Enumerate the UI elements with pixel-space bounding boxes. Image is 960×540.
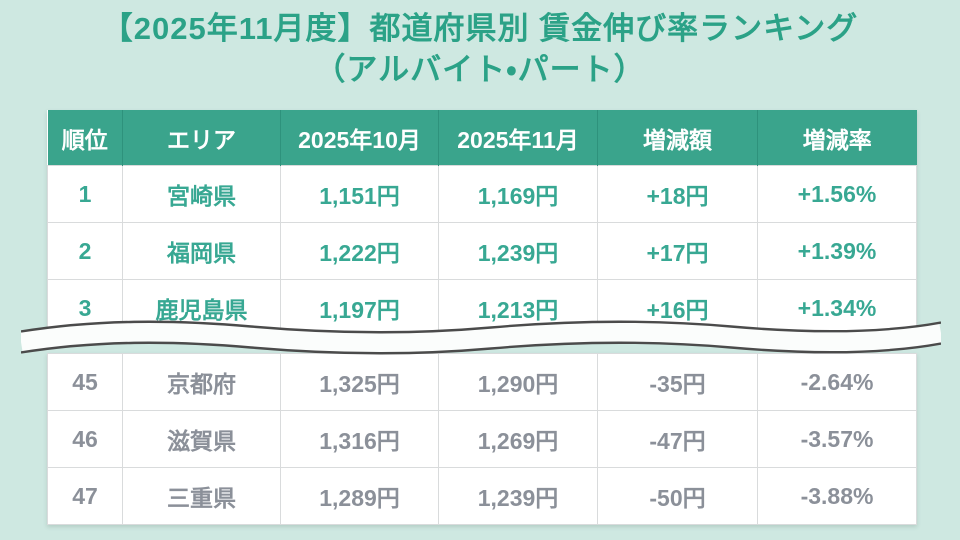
col-header-area: エリア xyxy=(122,110,281,166)
oct-cell: 1,316円 xyxy=(280,410,439,468)
rate-cell: -3.88% xyxy=(757,467,917,525)
table-row-rank-2: 2 福岡県 1,222円 1,239円 +17円 +1.39% xyxy=(47,222,917,280)
rate-cell: +1.34% xyxy=(757,279,917,337)
ranking-table-wrap: 順位 エリア 2025年10月 2025年11月 増減額 増減率 1 宮崎県 1… xyxy=(21,110,941,525)
area-cell: 三重県 xyxy=(122,467,281,525)
rate-cell: +1.56% xyxy=(757,165,917,223)
area-cell: 京都府 xyxy=(122,353,281,411)
diff-cell: -47円 xyxy=(597,410,758,468)
table-row-rank-1: 1 宮崎県 1,151円 1,169円 +18円 +1.56% xyxy=(47,165,917,223)
oct-cell: 1,289円 xyxy=(280,467,439,525)
rate-cell: -2.64% xyxy=(757,353,917,411)
table-row-rank-47: 47 三重県 1,289円 1,239円 -50円 -3.88% xyxy=(47,467,917,525)
col-header-rate: 増減率 xyxy=(757,110,917,166)
rank-cell: 3 xyxy=(47,279,123,337)
rank-cell: 46 xyxy=(47,410,123,468)
diff-cell: -35円 xyxy=(597,353,758,411)
oct-cell: 1,197円 xyxy=(280,279,439,337)
nov-cell: 1,169円 xyxy=(438,165,598,223)
nov-cell: 1,239円 xyxy=(438,467,598,525)
area-cell: 滋賀県 xyxy=(122,410,281,468)
nov-cell: 1,290円 xyxy=(438,353,598,411)
nov-cell: 1,213円 xyxy=(438,279,598,337)
rank-cell: 2 xyxy=(47,222,123,280)
rank-cell: 1 xyxy=(47,165,123,223)
diff-cell: +17円 xyxy=(597,222,758,280)
diff-cell: +16円 xyxy=(597,279,758,337)
area-cell: 鹿児島県 xyxy=(122,279,281,337)
area-cell: 福岡県 xyxy=(122,222,281,280)
table-row-rank-46: 46 滋賀県 1,316円 1,269円 -47円 -3.57% xyxy=(47,410,917,468)
nov-cell: 1,269円 xyxy=(438,410,598,468)
page-title-line1: 【2025年11月度】都道府県別 賃金伸び率ランキング xyxy=(101,11,859,46)
rank-cell: 47 xyxy=(47,467,123,525)
col-header-rank: 順位 xyxy=(47,110,123,166)
rank-cell: 45 xyxy=(47,353,123,411)
diff-cell: +18円 xyxy=(597,165,758,223)
area-cell: 宮崎県 xyxy=(122,165,281,223)
header-row: 順位 エリア 2025年10月 2025年11月 増減額 増減率 xyxy=(47,110,917,166)
page-title-line2: （アルバイト・パート） xyxy=(314,52,646,87)
nov-cell: 1,239円 xyxy=(438,222,598,280)
diff-cell: -50円 xyxy=(597,467,758,525)
tear-spacer xyxy=(47,337,916,353)
rate-cell: -3.57% xyxy=(757,410,917,468)
ranking-table-bottom: 45 京都府 1,325円 1,290円 -35円 -2.64% 46 滋賀県 … xyxy=(47,353,917,525)
col-header-diff: 増減額 xyxy=(597,110,758,166)
oct-cell: 1,325円 xyxy=(280,353,439,411)
oct-cell: 1,151円 xyxy=(280,165,439,223)
page-title: 【2025年11月度】都道府県別 賃金伸び率ランキング （アルバイト・パート） xyxy=(0,8,960,90)
rate-cell: +1.39% xyxy=(757,222,917,280)
table-row-rank-45: 45 京都府 1,325円 1,290円 -35円 -2.64% xyxy=(47,353,917,411)
ranking-table-top: 順位 エリア 2025年10月 2025年11月 増減額 増減率 1 宮崎県 1… xyxy=(47,110,917,337)
col-header-oct: 2025年10月 xyxy=(280,110,439,166)
col-header-nov: 2025年11月 xyxy=(438,110,598,166)
table-row-rank-3: 3 鹿児島県 1,197円 1,213円 +16円 +1.34% xyxy=(47,279,917,337)
oct-cell: 1,222円 xyxy=(280,222,439,280)
